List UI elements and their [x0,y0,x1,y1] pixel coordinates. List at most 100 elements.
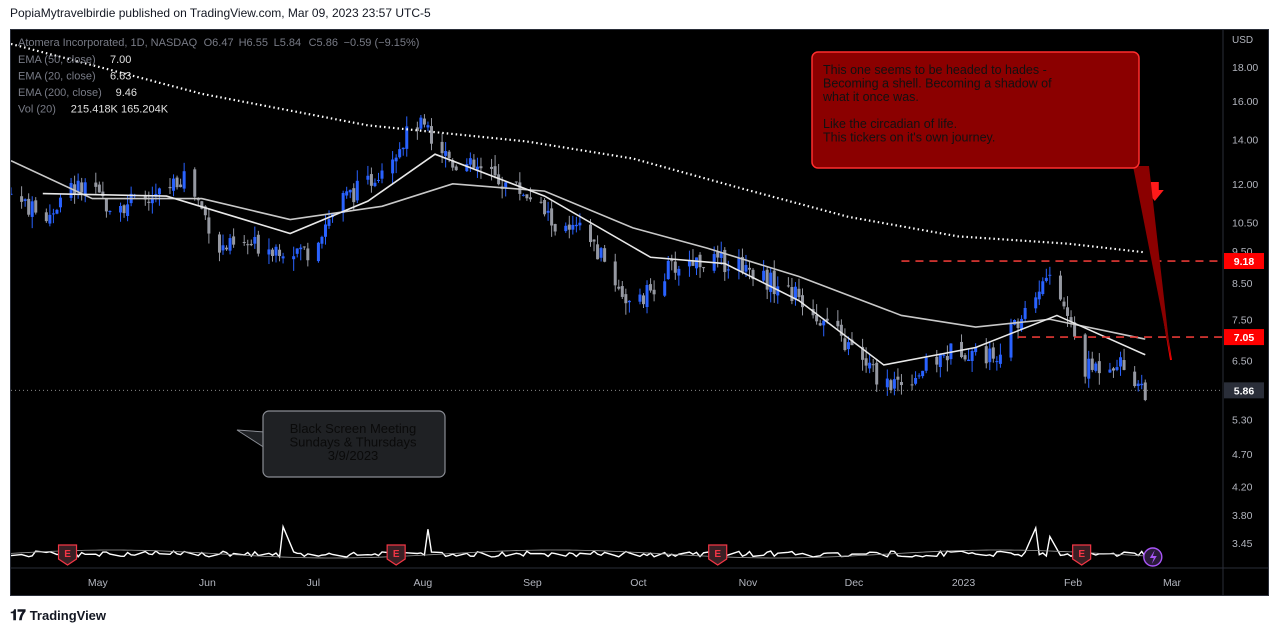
candle-body [793,286,797,300]
candle-body [772,270,776,295]
candle-body [624,294,628,304]
gray-callout-text: Sundays & Thursdays [290,435,417,450]
candle-body [320,236,324,244]
candle-body [645,285,649,307]
y-tick-label: 8.50 [1232,278,1253,290]
candle-body [518,182,522,194]
legend-ohlc: H6.55 [239,37,268,49]
gray-callout-text: Black Screen Meeting [290,421,416,436]
time-axis: May Jun Jul Aug Sep Oct Nov Dec 2023 Feb Mar [88,577,1182,589]
candle-body [988,348,992,363]
candle-body [490,166,494,169]
y-tick-label: 18.00 [1232,62,1258,74]
candles-layer [9,114,1147,402]
candle-body [627,300,631,303]
candle-body [949,343,953,360]
earnings-marker-label: E [1078,549,1085,560]
candle-body [182,171,186,189]
candle-body [475,166,479,170]
candle-body [175,177,179,188]
candle-body [447,151,451,158]
earnings-marker-label: E [714,549,721,560]
candle-body [875,362,879,385]
candle-body [154,193,158,196]
candle-body [207,217,211,234]
candle-body [316,242,320,262]
y-tick-label: 3.45 [1232,538,1253,550]
candle-body [83,182,87,196]
candle-body [670,259,674,262]
tradingview-logo-icon: 𝟏𝟕 [10,607,26,624]
candle-body [885,378,889,388]
earnings-marker-icon [57,544,78,566]
candle-body [899,381,903,386]
y-tick-label: 5.30 [1232,414,1253,426]
price-axis: USD18.0016.0014.0012.0010.509.508.507.50… [1224,35,1264,550]
horizontal-lines [11,260,1223,391]
candle-body [401,147,405,150]
candle-body [945,355,949,361]
candle-body [391,159,395,174]
candle-body [398,149,402,158]
candle-body [723,249,727,273]
candle-body [369,174,373,186]
chart-panel[interactable]: E E E E This one seems to be headed to hades… [9,29,1269,596]
legend-symbol: Atomera Incorporated, 1D, NASDAQ [18,37,198,49]
candle-body [9,193,13,195]
candle-body [1044,277,1048,281]
red-callout: This one seems to be headed to hades -Be… [811,51,1172,361]
ema-line [10,42,1146,254]
candle-body [991,347,995,359]
candle-body [143,194,147,200]
candle-body [373,182,377,187]
candle-body [232,236,236,245]
candle-body [543,199,547,215]
price-label-text: 7.05 [1234,332,1255,344]
tradingview-logo[interactable]: 𝟏𝟕 TradingView [10,607,106,624]
candle-body [528,197,532,200]
legend-indicator-label: EMA (20, close) [18,71,96,83]
candle-body [281,256,285,259]
candle-body [440,141,444,154]
candle-body [846,342,850,350]
candle-body [69,183,73,198]
candle-body [468,158,472,165]
candle-body [751,269,755,280]
candle-body [719,252,723,258]
candle-body [613,261,617,286]
candle-body [588,224,592,243]
candle-body [246,244,250,246]
candle-body [663,281,667,296]
x-tick-label: Aug [414,577,433,589]
candle-body [942,354,946,356]
candle-body [550,208,554,226]
candle-body [472,159,476,168]
candle-body [126,204,130,216]
candle-body [1119,357,1123,367]
candle-body [1034,297,1038,309]
candle-body [666,260,670,280]
candle-body [1133,371,1137,387]
candle-body [419,117,423,129]
price-chart[interactable]: E E E E This one seems to be headed to hades… [9,30,1268,595]
candle-body [299,247,303,250]
candle-body [58,197,62,208]
candle-body [55,209,59,214]
candle-body [861,346,865,360]
x-tick-label: May [88,577,109,589]
candle-body [1143,382,1147,401]
candle-body [896,376,900,380]
candle-body [935,356,939,365]
legend-ohlc: C5.86 [309,37,338,49]
candle-body [94,182,98,187]
annotations-layer: E E E E This one seems to be headed to hades… [57,51,1172,567]
candle-body [30,201,34,217]
candle-body [451,160,455,168]
candle-body [737,258,741,271]
candle-body [345,191,349,196]
candle-body [578,222,582,226]
ema-line [10,160,1146,340]
candle-body [267,249,271,255]
candle-body [150,197,154,204]
